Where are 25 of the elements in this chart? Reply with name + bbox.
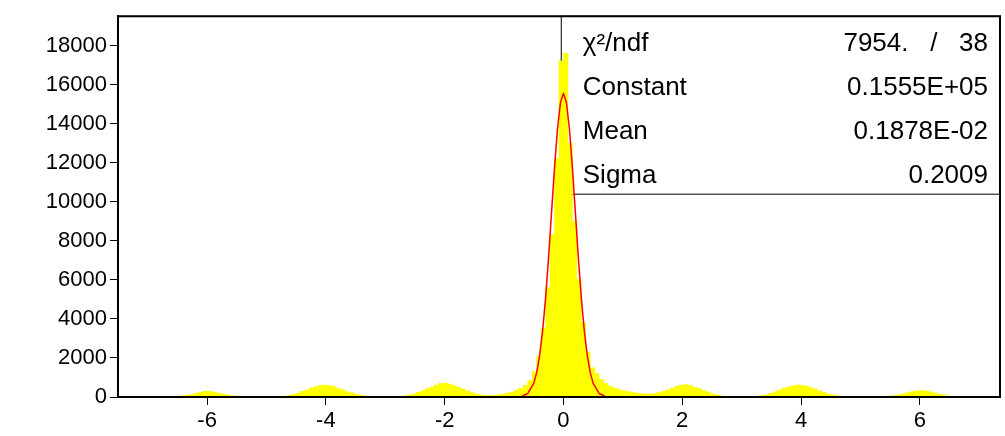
annotation: χ²/ndf — [582, 27, 650, 58]
y-tick-label: 4000 — [58, 304, 107, 330]
y-tick-label: 8000 — [58, 226, 107, 252]
annotation: Constant — [582, 71, 688, 102]
annotation: Mean — [582, 115, 648, 146]
annotation: 0.1555E+05 — [847, 71, 988, 102]
x-tick-label: -6 — [197, 407, 217, 433]
y-tick-label: 12000 — [45, 148, 107, 174]
annotation: 0.2009 — [908, 159, 988, 190]
annotation: Sigma — [582, 159, 657, 190]
y-tick-label: 14000 — [45, 109, 107, 135]
x-tick-label: 0 — [557, 407, 570, 433]
x-tick-label: -4 — [316, 407, 336, 433]
x-tick-label: 2 — [676, 407, 689, 433]
y-tick-label: 18000 — [45, 31, 107, 57]
y-tick-label: 2000 — [58, 344, 107, 370]
annotation: 7954. / 38 — [843, 27, 988, 58]
x-tick-label: -2 — [434, 407, 455, 433]
y-tick-label: 6000 — [58, 265, 107, 291]
y-tick-label: 16000 — [45, 70, 107, 96]
x-tick-label: 4 — [794, 407, 808, 433]
x-tick-label: 6 — [913, 407, 926, 433]
y-tick-label: 0 — [94, 383, 107, 409]
annotation: 0.1878E-02 — [853, 115, 988, 146]
y-tick-label: 10000 — [45, 187, 107, 213]
